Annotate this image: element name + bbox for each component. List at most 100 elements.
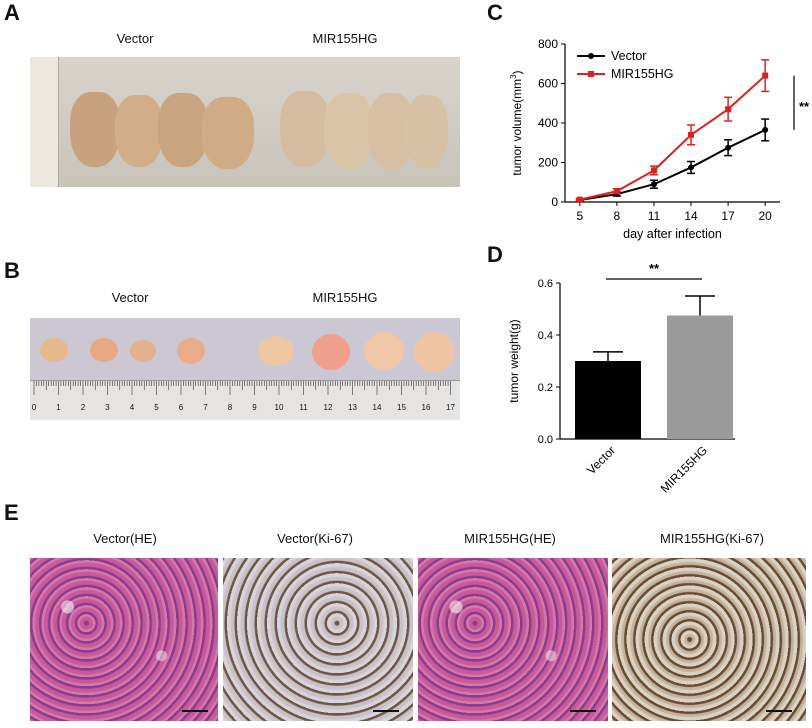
- mir155hg-ki67-label: MIR155HG(Ki-67): [659, 531, 765, 546]
- data-point: [762, 72, 769, 79]
- tumors-photo: 0 1 2 3 4 5 6 7 8 9 10 11 12 13 14 15 16 17: [30, 318, 460, 420]
- data-point: [762, 126, 769, 133]
- significance-stars: **: [649, 261, 660, 276]
- ruler-number: 1: [56, 403, 61, 412]
- x-tick-label: MIR155HG: [658, 443, 710, 495]
- panel-a-vector-label: Vector: [116, 31, 154, 46]
- panel-a-mir155hg-label: MIR155HG: [312, 31, 378, 46]
- tumor-weight-chart: 0.0 0.2 0.4 0.6 tumor weight(g) Vector MIR155H…: [507, 261, 735, 496]
- y-axis-label: tumor weight(g): [507, 319, 521, 402]
- mir155hg-he-image: [418, 558, 608, 721]
- tumor: [40, 338, 68, 362]
- y-tick-label: 0.2: [538, 382, 553, 394]
- data-point: [725, 144, 732, 151]
- tumor: [312, 334, 350, 370]
- mouse: [406, 95, 448, 169]
- ruler-number: 12: [323, 403, 333, 412]
- ruler-number: 0: [31, 403, 37, 412]
- ruler-ticks: [33, 381, 451, 395]
- legend-label: MIR155HG: [611, 67, 674, 81]
- panel-e-letter: E: [4, 500, 19, 525]
- ruler-number: 5: [154, 403, 159, 412]
- ruler-number: 14: [372, 403, 382, 412]
- y-tick-label: 0.6: [538, 278, 553, 290]
- tumor-volume-chart: 0 200 400 600 800 5 8 11 14 17 20 day after infecti…: [509, 37, 810, 241]
- x-tick-label: 20: [758, 209, 772, 223]
- tumor: [258, 336, 294, 366]
- panel-b-letter: B: [4, 258, 20, 283]
- data-point: [688, 131, 695, 138]
- ruler-number: 10: [274, 403, 284, 412]
- ruler-number: 8: [227, 403, 233, 412]
- vector-ki67-label: Vector(Ki-67): [277, 531, 353, 546]
- ruler-number: 11: [299, 403, 308, 412]
- mouse: [202, 97, 254, 169]
- panel-b-vector-label: Vector: [111, 290, 149, 305]
- y-tick-label: 200: [538, 156, 558, 170]
- tumor: [177, 338, 205, 364]
- panel-a-letter: A: [4, 0, 20, 25]
- ruler-number: 16: [421, 403, 431, 412]
- mouse: [324, 93, 374, 169]
- data-point: [576, 196, 583, 203]
- mir155hg-ki67-image: [612, 558, 806, 721]
- vector-he-label: Vector(HE): [93, 531, 157, 546]
- ruler-number: 15: [397, 403, 406, 412]
- x-tick-label: 5: [576, 209, 583, 223]
- y-axis-label: tumor volume(mm3): [509, 70, 524, 175]
- y-tick-label: 0: [551, 195, 558, 209]
- legend-label: Vector: [611, 49, 646, 63]
- ruler-number: 3: [105, 403, 110, 412]
- tumor: [90, 338, 118, 362]
- x-axis-label: day after infection: [623, 227, 722, 241]
- tumor: [130, 340, 156, 362]
- x-tick-label: Vector: [584, 443, 618, 477]
- ruler-number: 2: [80, 403, 86, 412]
- data-point: [650, 167, 657, 174]
- tumor: [364, 332, 404, 370]
- mir155hg-he-label: MIR155HG(HE): [464, 531, 556, 546]
- data-point: [725, 106, 732, 113]
- series-line-vector: [579, 129, 766, 202]
- data-point: [613, 188, 620, 195]
- mice-photo: [30, 57, 460, 187]
- y-tick-label: 0.4: [538, 330, 553, 342]
- scale-bar: [766, 710, 792, 712]
- legend-marker: [588, 53, 594, 59]
- tumor: [414, 332, 454, 372]
- ruler-number: 4: [129, 403, 135, 412]
- y-tick-label: 0.0: [538, 434, 553, 446]
- ruler-number: 7: [203, 403, 208, 412]
- mouse: [70, 92, 120, 167]
- y-tick-label: 800: [538, 37, 558, 51]
- x-tick-label: 11: [648, 209, 661, 223]
- bar-vector: [575, 361, 641, 439]
- vector-ki67-image: [223, 558, 413, 721]
- scale-bar: [373, 710, 399, 712]
- data-point: [650, 181, 657, 188]
- x-tick-label: 17: [721, 209, 735, 223]
- mice-photo-ruler: [30, 57, 59, 187]
- data-point: [688, 164, 695, 171]
- x-tick-label: 14: [684, 209, 698, 223]
- ruler-number: 17: [446, 403, 455, 412]
- significance-stars: **: [799, 99, 810, 114]
- y-tick-label: 600: [538, 77, 558, 91]
- mouse: [115, 95, 163, 167]
- ruler-number: 13: [348, 403, 357, 412]
- panel-d-letter: D: [487, 242, 503, 267]
- legend-marker: [588, 71, 594, 77]
- mouse: [280, 91, 330, 167]
- x-tick-label: 8: [614, 209, 621, 223]
- ruler-number: 6: [178, 403, 184, 412]
- panel-c-letter: C: [487, 0, 503, 25]
- scale-bar: [182, 710, 208, 712]
- scale-bar: [570, 710, 596, 712]
- bar-mir155hg: [667, 315, 733, 439]
- mouse: [158, 93, 208, 167]
- ruler-number: 9: [252, 403, 257, 412]
- ruler: 0 1 2 3 4 5 6 7 8 9 10 11 12 13 14 15 16 17: [30, 380, 460, 420]
- panel-b-mir155hg-label: MIR155HG: [312, 290, 378, 305]
- series-line-mir155hg: [579, 74, 766, 201]
- y-tick-label: 400: [538, 116, 558, 130]
